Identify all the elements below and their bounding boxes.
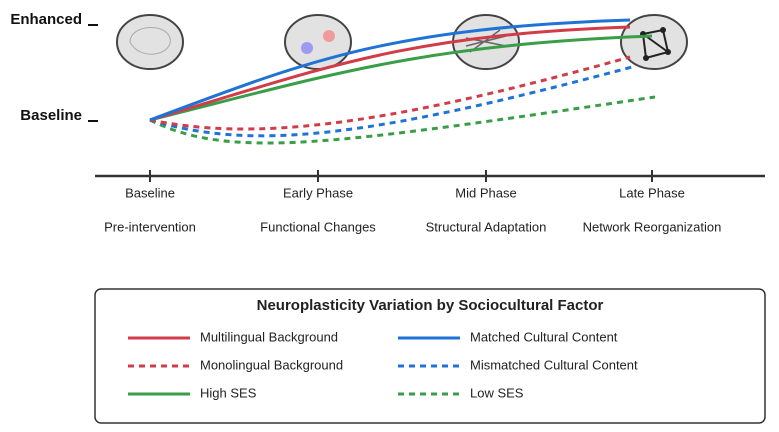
legend-label: Mismatched Cultural Content: [470, 357, 638, 372]
y-label: Enhanced: [10, 11, 82, 28]
phase-sublabel: Functional Changes: [260, 219, 376, 234]
phase-sublabel: Pre-intervention: [104, 219, 196, 234]
curve: [149, 55, 631, 131]
phase-sublabel: Structural Adaptation: [426, 219, 547, 234]
brain-icon: [452, 14, 520, 70]
legend-label: Monolingual Background: [200, 357, 343, 372]
legend-label: High SES: [200, 385, 257, 400]
curve: [149, 95, 656, 145]
phase-label: Late Phase: [619, 185, 685, 200]
phase-label: Early Phase: [283, 185, 353, 200]
legend-label: Matched Cultural Content: [470, 329, 618, 344]
brain-icon: [620, 14, 688, 70]
legend-label: Low SES: [470, 385, 524, 400]
curve: [149, 25, 631, 122]
curve: [149, 65, 633, 138]
legend-box: [94, 288, 766, 424]
y-label: Baseline: [20, 107, 82, 124]
curve: [149, 34, 653, 122]
phase-sublabel: Network Reorganization: [583, 219, 722, 234]
legend-label: Multilingual Background: [200, 329, 338, 344]
phase-label: Baseline: [125, 185, 175, 200]
curve: [149, 18, 631, 122]
phase-label: Mid Phase: [455, 185, 516, 200]
legend-title: Neuroplasticity Variation by Sociocultur…: [257, 297, 604, 314]
brain-icon: [116, 14, 184, 70]
